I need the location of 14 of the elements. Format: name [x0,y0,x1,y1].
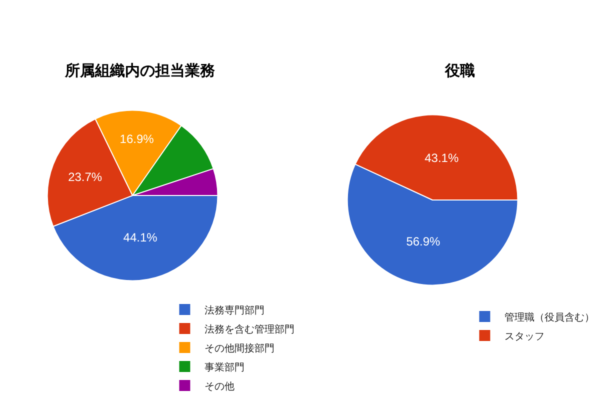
legend-label: 管理職（役員含む） [504,311,595,324]
legend-label: 事業部門 [204,361,245,374]
legend-label: その他間接部門 [204,342,275,354]
legend-label: 法務専門部門 [204,304,265,316]
data-label: 23.7% [68,170,102,184]
legend-label: その他 [204,380,235,392]
data-label: 43.1% [424,150,459,165]
legend-label: 法務を含む管理部門 [204,323,295,336]
data-label: 56.9% [406,234,441,249]
data-label: 16.9% [120,132,154,146]
data-label: 44.1% [123,230,158,245]
chart-title: 役職 [444,62,475,80]
chart-title: 所属組織内の担当業務 [64,62,216,80]
legend-label: スタッフ [504,331,545,342]
